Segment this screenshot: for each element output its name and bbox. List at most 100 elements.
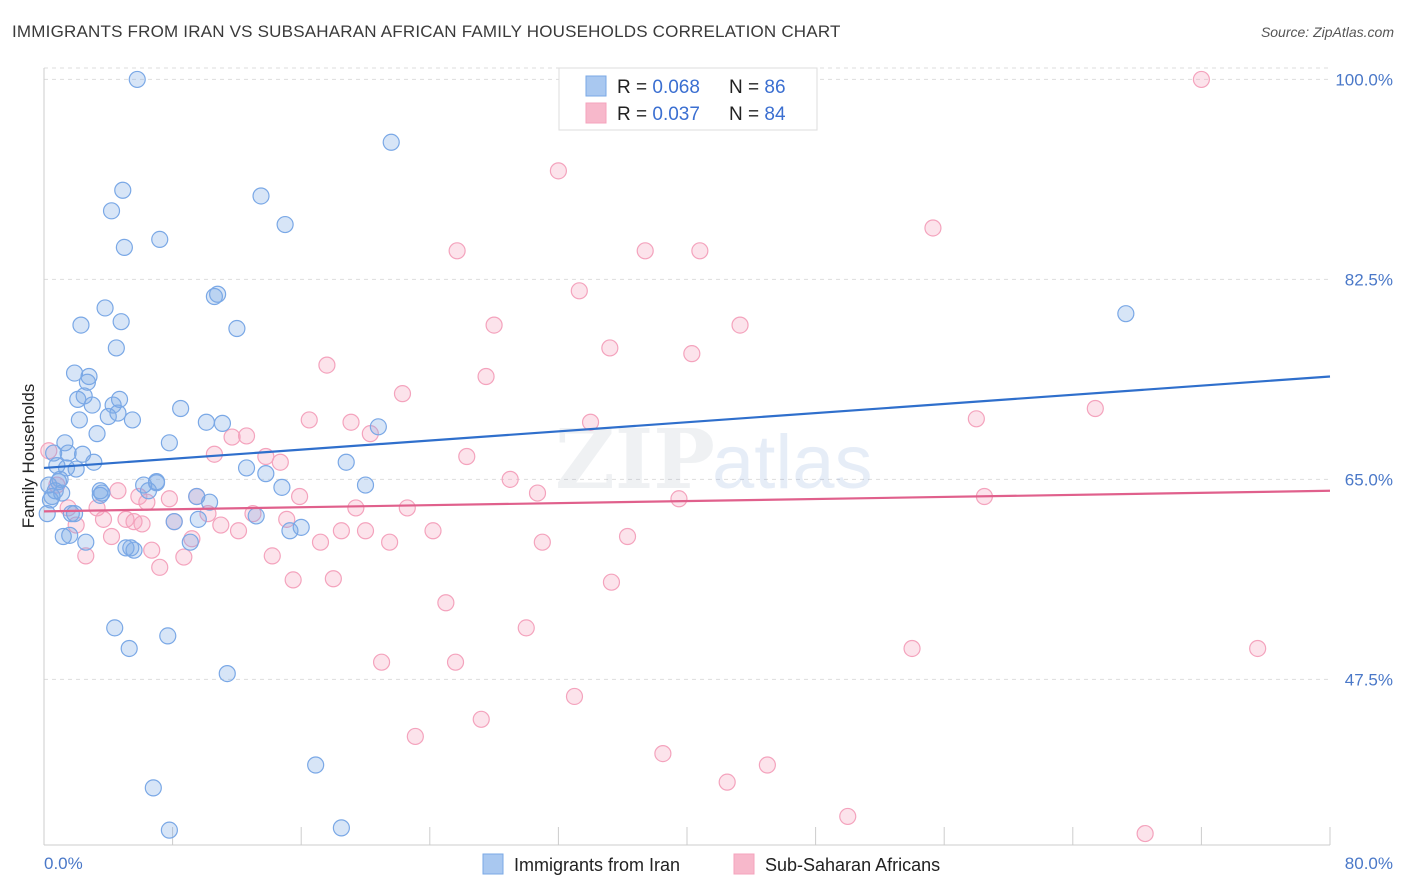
svg-text:N = 84: N = 84 <box>729 104 786 125</box>
ssa-point <box>324 570 342 588</box>
ssa-point <box>160 490 178 508</box>
iran-point <box>197 413 215 431</box>
iran-point <box>123 411 142 429</box>
iran-point <box>292 518 310 536</box>
iran-point <box>252 187 270 205</box>
y-tick-label: 82.5% <box>1345 270 1393 289</box>
iran-point <box>369 418 387 436</box>
iran-point <box>115 238 133 256</box>
ssa-point <box>109 482 127 500</box>
trend-line-ssa <box>43 489 1331 513</box>
iran-point <box>38 505 56 523</box>
trend-line-iran <box>43 375 1331 470</box>
iran-point <box>45 444 63 462</box>
iran-point <box>356 476 375 494</box>
ssa-point <box>212 516 230 534</box>
iran-point <box>61 526 79 544</box>
ssa-point <box>290 487 309 506</box>
iran-point <box>276 215 294 234</box>
ssa-point <box>133 515 151 533</box>
iran-point <box>120 639 138 658</box>
ssa-point <box>237 427 256 445</box>
ssa-point <box>472 710 490 728</box>
ssa-point <box>683 345 701 363</box>
ssa-point <box>271 453 289 471</box>
legend-n-value-iran: 86 <box>764 77 785 98</box>
ssa-point <box>570 282 588 300</box>
ssa-point <box>1249 639 1267 658</box>
legend-n-value-ssa: 84 <box>764 104 786 125</box>
iran-point <box>49 473 68 491</box>
ssa-point <box>1086 399 1104 418</box>
iran-point <box>181 533 199 551</box>
iran-point <box>110 390 129 408</box>
x-ticks <box>43 827 1331 845</box>
iran-point <box>332 819 350 837</box>
x-tick-label-max: 80.0% <box>1345 854 1393 873</box>
ssa-point <box>670 490 688 508</box>
bottom-legend: Immigrants from Iran Sub-Saharan African… <box>482 853 940 875</box>
ssa-point <box>565 687 584 706</box>
iran-point <box>273 478 291 496</box>
ssa-point <box>94 510 113 528</box>
bottom-legend-swatch-ssa <box>733 853 755 875</box>
ssa-point <box>311 533 330 551</box>
iran-point <box>99 407 117 426</box>
iran-point <box>151 230 169 248</box>
iran-point <box>147 474 166 492</box>
trend-lines <box>43 375 1331 513</box>
ssa-point <box>205 445 223 463</box>
ssa-point <box>372 653 391 671</box>
iran-point <box>59 444 77 462</box>
iran-point <box>125 541 143 559</box>
svg-text:ZIP: ZIP <box>555 412 715 508</box>
ssa-point <box>223 428 241 446</box>
iran-point <box>237 459 256 477</box>
iran-point <box>200 493 219 511</box>
ssa-point <box>448 242 466 260</box>
iran-point <box>106 619 124 637</box>
iran-point <box>41 491 60 509</box>
iran-point <box>96 299 114 317</box>
iran-point <box>112 313 130 331</box>
ssa-point <box>731 316 749 334</box>
iran-point <box>77 533 95 551</box>
ssa-point <box>151 558 169 576</box>
ssa-point <box>602 573 621 591</box>
ssa-point <box>501 470 519 488</box>
legend-r-label-ssa: R = <box>617 104 652 125</box>
legend-n-label-ssa: N = <box>729 104 764 125</box>
ssa-point <box>636 242 654 260</box>
ssa-point <box>458 447 476 466</box>
ssa-point <box>718 773 736 791</box>
ssa-point <box>393 385 412 403</box>
iran-point <box>189 510 207 528</box>
series-iran-points <box>38 70 1135 839</box>
iran-point <box>109 404 127 422</box>
iran-point <box>257 465 275 483</box>
ssa-point <box>654 744 672 763</box>
svg-text:N = 86: N = 86 <box>729 77 786 98</box>
iran-point <box>172 399 190 418</box>
ssa-point <box>839 807 857 826</box>
ssa-point <box>437 594 455 612</box>
iran-point <box>218 665 236 683</box>
iran-point <box>128 70 146 89</box>
iran-point <box>70 411 88 429</box>
svg-text:R = 0.037: R = 0.037 <box>617 104 700 125</box>
ssa-point <box>381 533 399 551</box>
ssa-point <box>406 727 424 746</box>
ssa-point <box>517 619 535 637</box>
iran-point <box>209 285 227 303</box>
ssa-point <box>967 410 985 428</box>
y-axis-label: Family Households <box>19 384 38 529</box>
ssa-point <box>398 499 416 517</box>
ssa-point <box>175 548 193 566</box>
ssa-point <box>485 316 503 334</box>
ssa-point <box>533 533 551 551</box>
ssa-point <box>549 162 568 180</box>
iran-point <box>65 364 84 382</box>
iran-point <box>67 460 85 478</box>
legend-n-label-iran: N = <box>729 77 764 98</box>
ssa-point <box>332 522 350 540</box>
